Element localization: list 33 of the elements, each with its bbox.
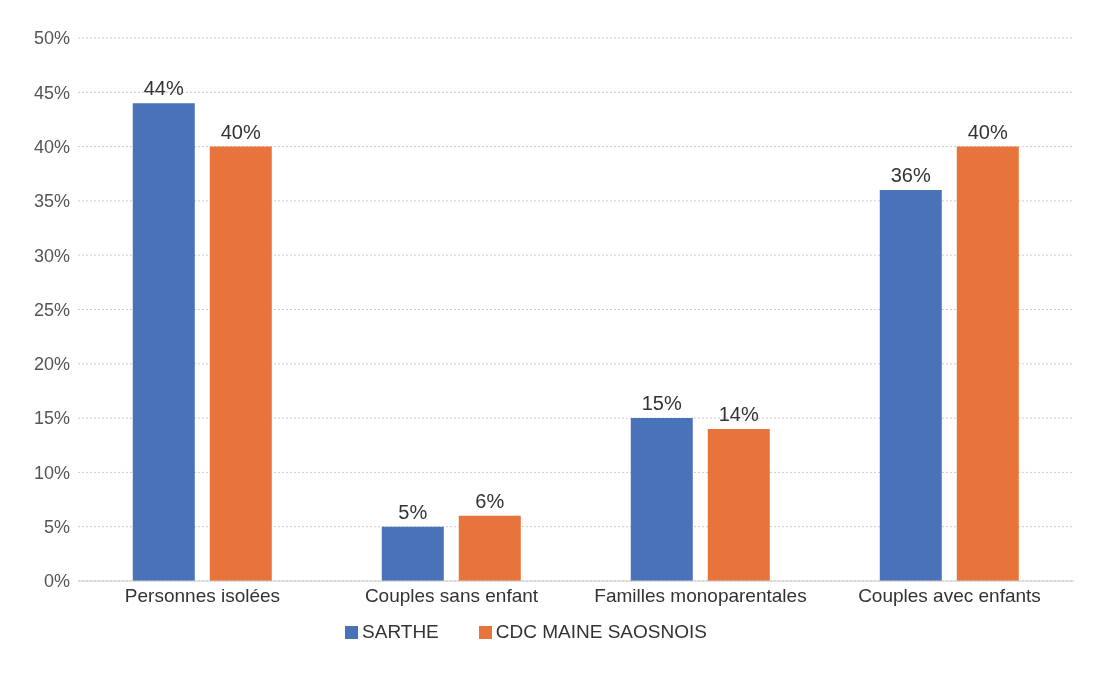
y-tick-label: 50% (33, 28, 70, 49)
y-tick-label: 35% (33, 191, 70, 212)
y-tick-label: 25% (33, 299, 70, 320)
data-label: 15% (641, 392, 683, 415)
x-tick-label: Couples sans enfant (364, 585, 539, 607)
data-label: 40% (967, 120, 1009, 143)
data-label: 6% (475, 489, 505, 512)
legend-label: CDC MAINE SAOSNOIS (495, 621, 707, 642)
bar (209, 146, 272, 581)
bar (707, 428, 770, 581)
data-label: 14% (718, 402, 760, 425)
y-tick-label: 15% (33, 408, 70, 429)
bar (132, 103, 195, 581)
y-tick-label: 40% (33, 136, 70, 157)
bar (956, 146, 1019, 581)
x-tick-label: Familles monoparentales (594, 585, 807, 607)
y-tick-label: 5% (43, 517, 70, 538)
x-tick-label: Personnes isolées (124, 585, 281, 607)
bar (381, 526, 444, 581)
y-tick-label: 0% (43, 571, 70, 592)
data-label: 40% (220, 120, 262, 143)
y-tick-label: 10% (33, 462, 70, 483)
data-label: 44% (143, 77, 185, 100)
y-tick-label: 30% (33, 245, 70, 266)
bar (879, 190, 942, 581)
x-tick-label: Couples avec enfants (858, 585, 1041, 607)
data-label: 5% (398, 500, 428, 523)
bar (630, 418, 693, 581)
legend-label: SARTHE (362, 621, 439, 642)
y-tick-label: 45% (33, 82, 70, 103)
y-tick-label: 20% (33, 354, 70, 375)
bar (458, 515, 521, 581)
data-label: 36% (890, 164, 932, 187)
